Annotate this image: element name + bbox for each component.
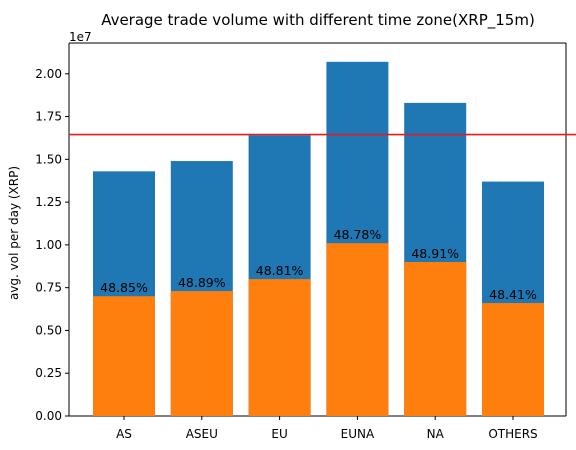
bar-label-na: 48.91% (411, 246, 459, 261)
bar-part-others (482, 303, 544, 416)
y-tick-label-2: 0.50 (35, 323, 62, 337)
bar-label-euna: 48.78% (334, 227, 382, 242)
bars-group: 48.85% 48.89% 48.81% 48.78% 48.91% 48.41% (93, 61, 544, 416)
y-tick-label-1: 0.25 (35, 366, 62, 380)
y-scale-label: 1e7 (69, 30, 92, 44)
y-tick-label-8: 2.00 (35, 67, 62, 81)
y-axis-label: avg. vol per day (XRP) (7, 166, 21, 300)
bar-part-as (93, 296, 155, 416)
bar-label-eu: 48.81% (256, 263, 304, 278)
x-tick-label-others: OTHERS (488, 427, 537, 441)
y-tick-label-3: 0.75 (35, 281, 62, 295)
bar-label-aseu: 48.89% (178, 275, 226, 290)
y-tick-label-0: 0.00 (35, 409, 62, 423)
bar-part-eu (248, 279, 311, 416)
y-tick-label-7: 1.75 (35, 110, 62, 124)
bar-part-aseu (170, 291, 233, 416)
axes-group: 0.00 0.25 0.50 0.75 1.00 1.25 1.50 1.75 2.00 AS AS… (35, 42, 567, 441)
bar-part-na (404, 262, 467, 416)
chart-title: Average trade volume with different time… (101, 11, 535, 30)
x-tick-label-aseu: ASEU (186, 427, 218, 441)
y-tick-label-4: 1.00 (35, 238, 62, 252)
x-tick-label-as: AS (116, 427, 132, 441)
y-tick-label-5: 1.25 (35, 195, 62, 209)
x-tick-label-na: NA (427, 427, 445, 441)
x-tick-label-euna: EUNA (341, 427, 375, 441)
plot-layer: 0.00 0.25 0.50 0.75 1.00 1.25 1.50 1.75 2.00 AS AS… (35, 42, 576, 441)
x-tick-label-eu: EU (271, 427, 287, 441)
y-tick-label-6: 1.50 (35, 152, 62, 166)
bar-label-as: 48.85% (100, 280, 148, 295)
bar-part-euna (326, 243, 389, 416)
bar-label-others: 48.41% (489, 287, 537, 302)
